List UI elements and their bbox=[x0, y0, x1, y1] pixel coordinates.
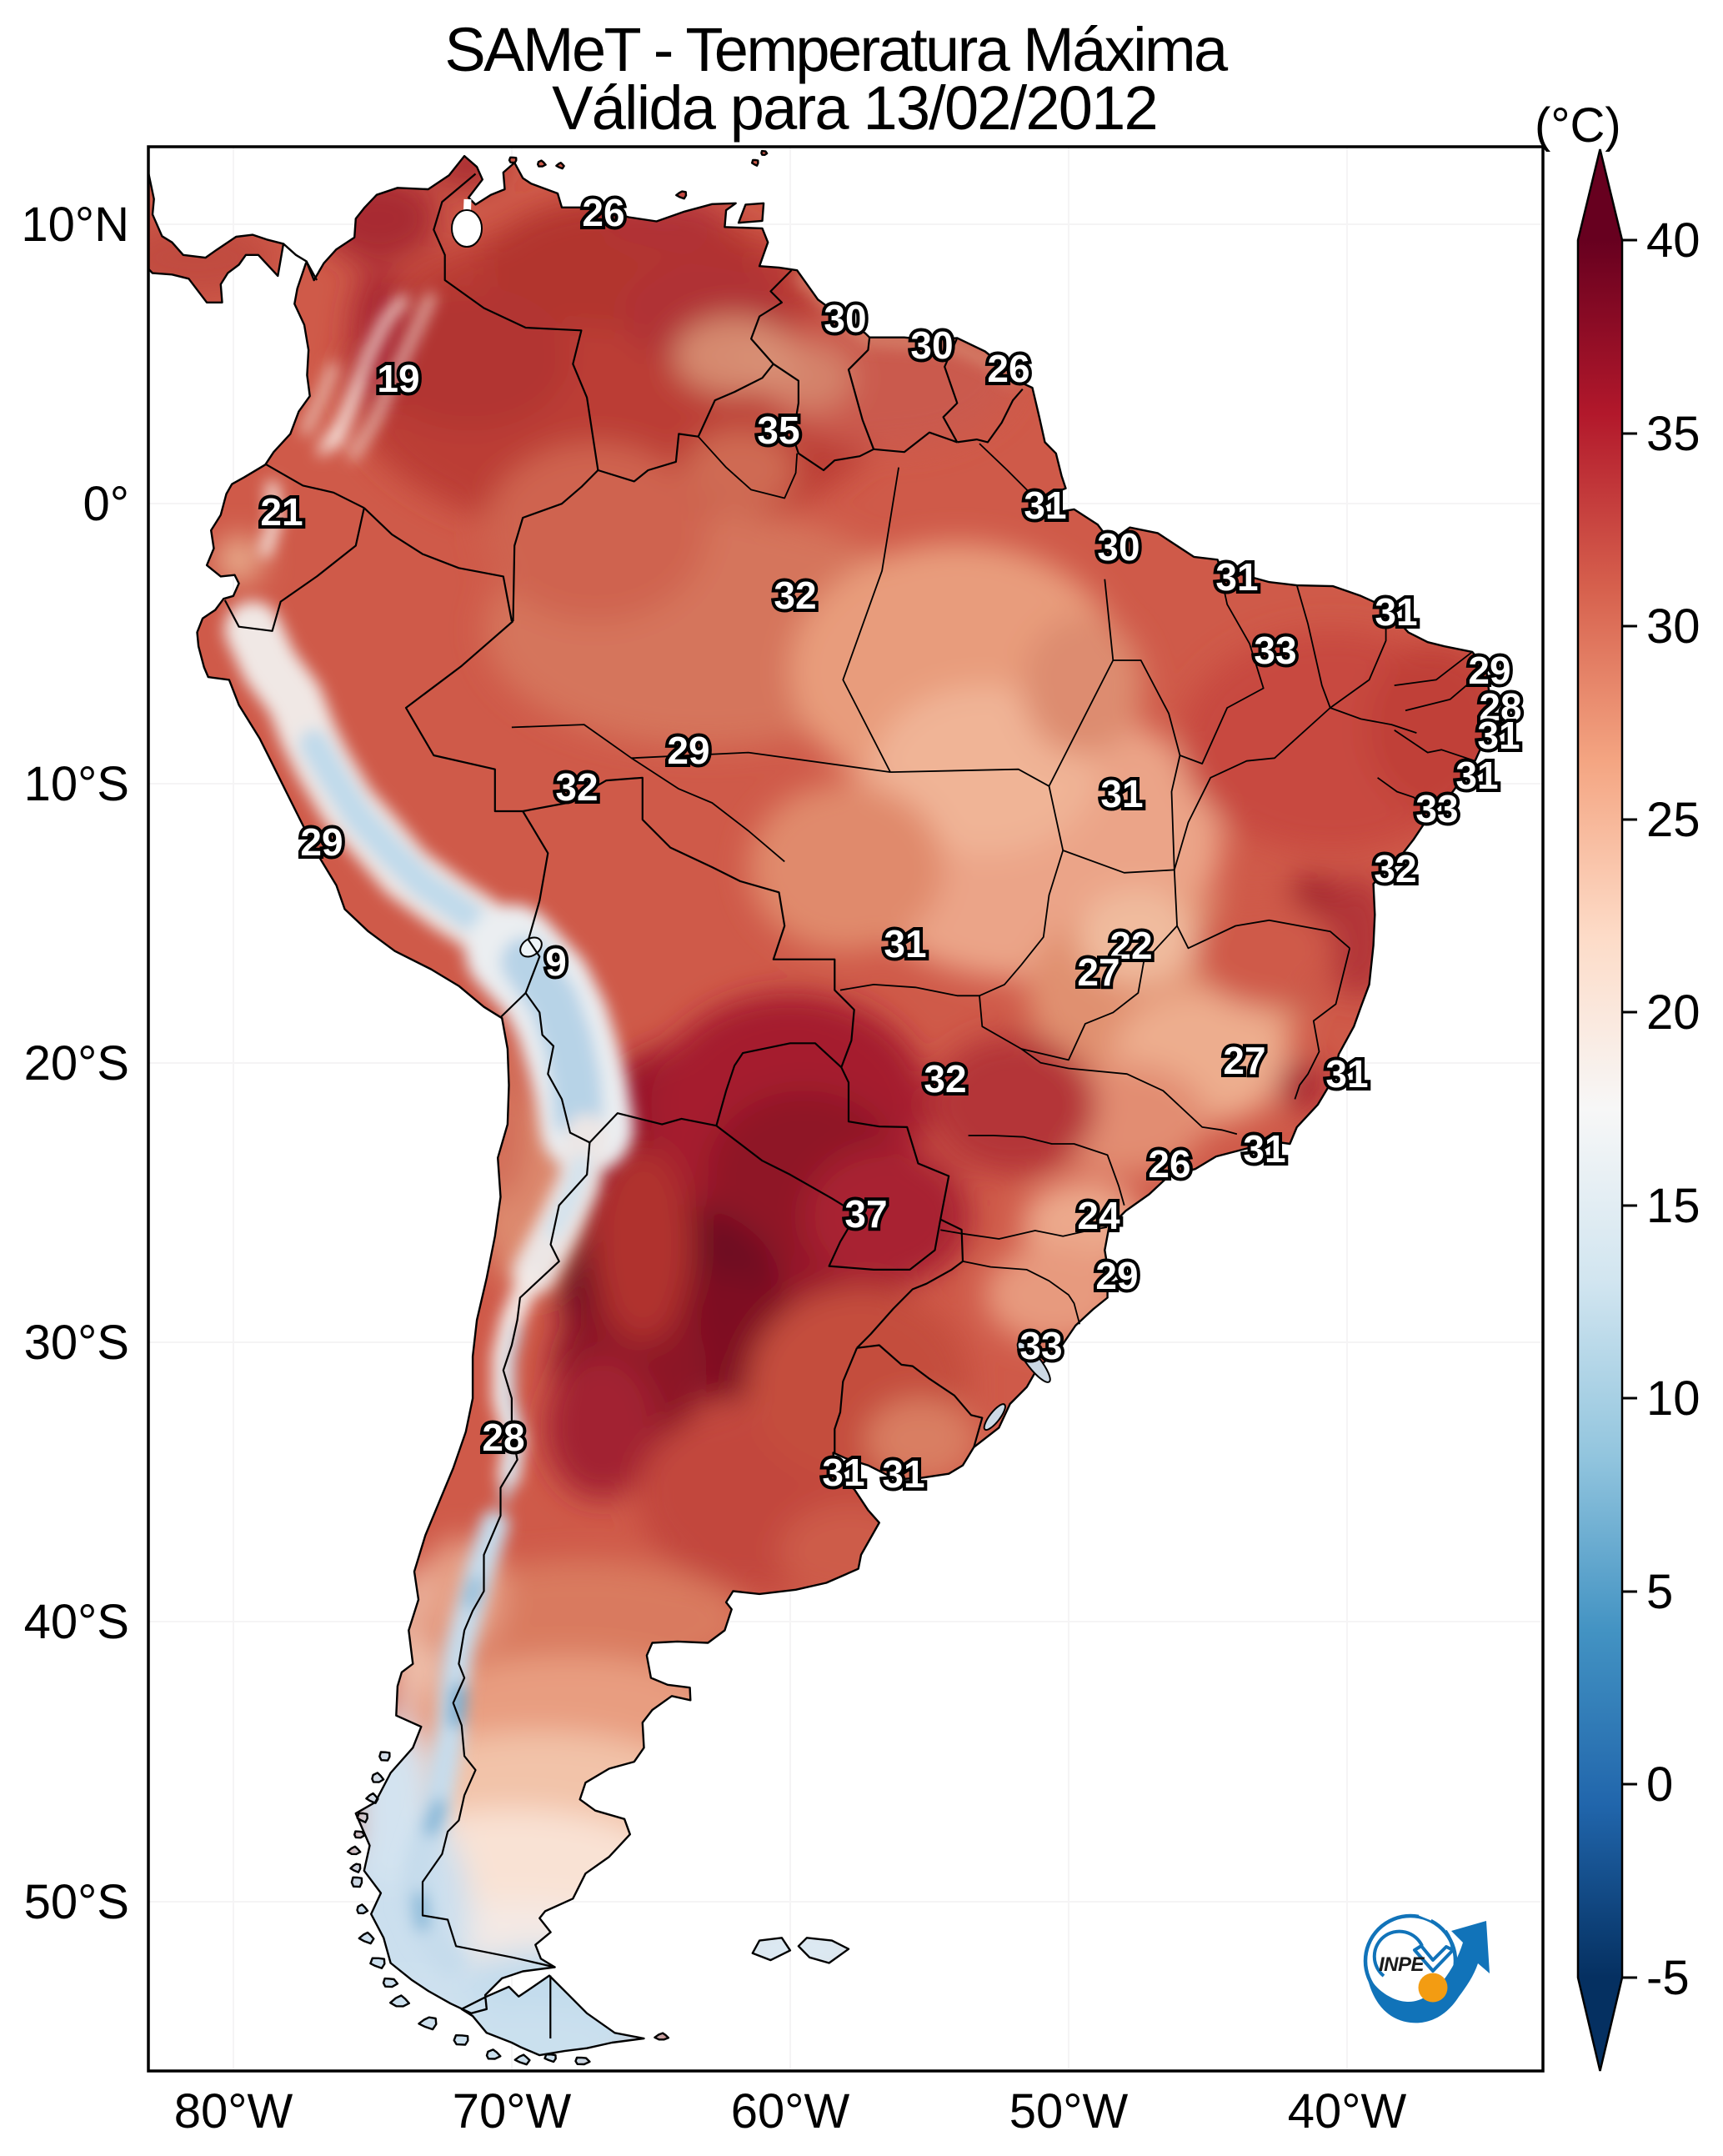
svg-text:33: 33 bbox=[1415, 787, 1458, 830]
svg-text:60°W: 60°W bbox=[731, 2084, 850, 2138]
svg-text:28: 28 bbox=[482, 1416, 524, 1459]
svg-text:50°S: 50°S bbox=[24, 1875, 129, 1929]
svg-text:28: 28 bbox=[1479, 685, 1521, 729]
svg-text:31: 31 bbox=[1375, 590, 1417, 634]
svg-text:24: 24 bbox=[1077, 1194, 1120, 1237]
svg-text:29: 29 bbox=[300, 820, 343, 864]
svg-text:25: 25 bbox=[1646, 793, 1700, 847]
svg-text:SAMeT - Temperatura Máxima: SAMeT - Temperatura Máxima bbox=[444, 15, 1229, 84]
svg-text:31: 31 bbox=[1455, 754, 1498, 797]
svg-text:30: 30 bbox=[1097, 525, 1139, 569]
svg-text:21: 21 bbox=[260, 490, 303, 534]
svg-text:31: 31 bbox=[1243, 1127, 1285, 1171]
svg-text:40°W: 40°W bbox=[1288, 2084, 1407, 2138]
svg-text:31: 31 bbox=[882, 1452, 924, 1496]
svg-text:15: 15 bbox=[1646, 1179, 1700, 1233]
svg-text:40: 40 bbox=[1646, 213, 1700, 268]
svg-text:31: 31 bbox=[1477, 714, 1520, 757]
svg-text:26: 26 bbox=[582, 191, 624, 234]
svg-text:70°W: 70°W bbox=[453, 2084, 572, 2138]
svg-text:22: 22 bbox=[1109, 924, 1152, 967]
svg-text:31: 31 bbox=[1325, 1052, 1368, 1096]
svg-text:-5: -5 bbox=[1646, 1951, 1690, 2005]
svg-text:9: 9 bbox=[545, 940, 567, 984]
svg-text:27: 27 bbox=[1077, 950, 1119, 994]
svg-text:29: 29 bbox=[667, 729, 709, 772]
svg-text:31: 31 bbox=[1024, 484, 1066, 527]
svg-text:35: 35 bbox=[1646, 407, 1700, 461]
svg-text:0: 0 bbox=[1646, 1757, 1673, 1812]
svg-text:32: 32 bbox=[1374, 847, 1416, 890]
svg-text:35: 35 bbox=[757, 409, 799, 452]
svg-text:30: 30 bbox=[1646, 599, 1700, 654]
svg-text:37: 37 bbox=[844, 1192, 887, 1236]
svg-text:(°C): (°C) bbox=[1535, 98, 1621, 153]
svg-text:32: 32 bbox=[774, 574, 816, 617]
svg-text:32: 32 bbox=[555, 765, 598, 809]
svg-text:50°W: 50°W bbox=[1009, 2084, 1129, 2138]
svg-text:29: 29 bbox=[1468, 649, 1510, 692]
svg-text:27: 27 bbox=[1223, 1039, 1265, 1082]
svg-text:10°S: 10°S bbox=[24, 757, 129, 811]
svg-text:30: 30 bbox=[910, 323, 953, 367]
svg-text:80°W: 80°W bbox=[174, 2084, 293, 2138]
svg-text:30°S: 30°S bbox=[24, 1316, 129, 1370]
svg-text:31: 31 bbox=[822, 1451, 864, 1494]
svg-text:0°: 0° bbox=[83, 477, 129, 531]
svg-text:20°S: 20°S bbox=[24, 1036, 129, 1091]
svg-text:5: 5 bbox=[1646, 1565, 1673, 1619]
svg-text:31: 31 bbox=[884, 922, 926, 965]
svg-text:29: 29 bbox=[1095, 1254, 1138, 1297]
svg-text:20: 20 bbox=[1646, 985, 1700, 1040]
svg-text:19: 19 bbox=[377, 357, 419, 400]
svg-text:10: 10 bbox=[1646, 1371, 1700, 1426]
svg-text:10°N: 10°N bbox=[21, 198, 129, 252]
svg-text:31: 31 bbox=[1215, 555, 1258, 599]
svg-text:33: 33 bbox=[1254, 629, 1296, 672]
svg-text:33: 33 bbox=[1019, 1324, 1062, 1367]
svg-text:32: 32 bbox=[924, 1057, 966, 1101]
svg-text:Válida para 13/02/2012: Válida para 13/02/2012 bbox=[552, 73, 1157, 143]
svg-text:31: 31 bbox=[1100, 772, 1143, 815]
svg-text:26: 26 bbox=[1148, 1142, 1190, 1186]
svg-text:26: 26 bbox=[987, 347, 1029, 390]
svg-text:30: 30 bbox=[824, 297, 866, 340]
svg-text:40°S: 40°S bbox=[24, 1595, 129, 1649]
svg-text:INPE: INPE bbox=[1379, 1953, 1425, 1976]
